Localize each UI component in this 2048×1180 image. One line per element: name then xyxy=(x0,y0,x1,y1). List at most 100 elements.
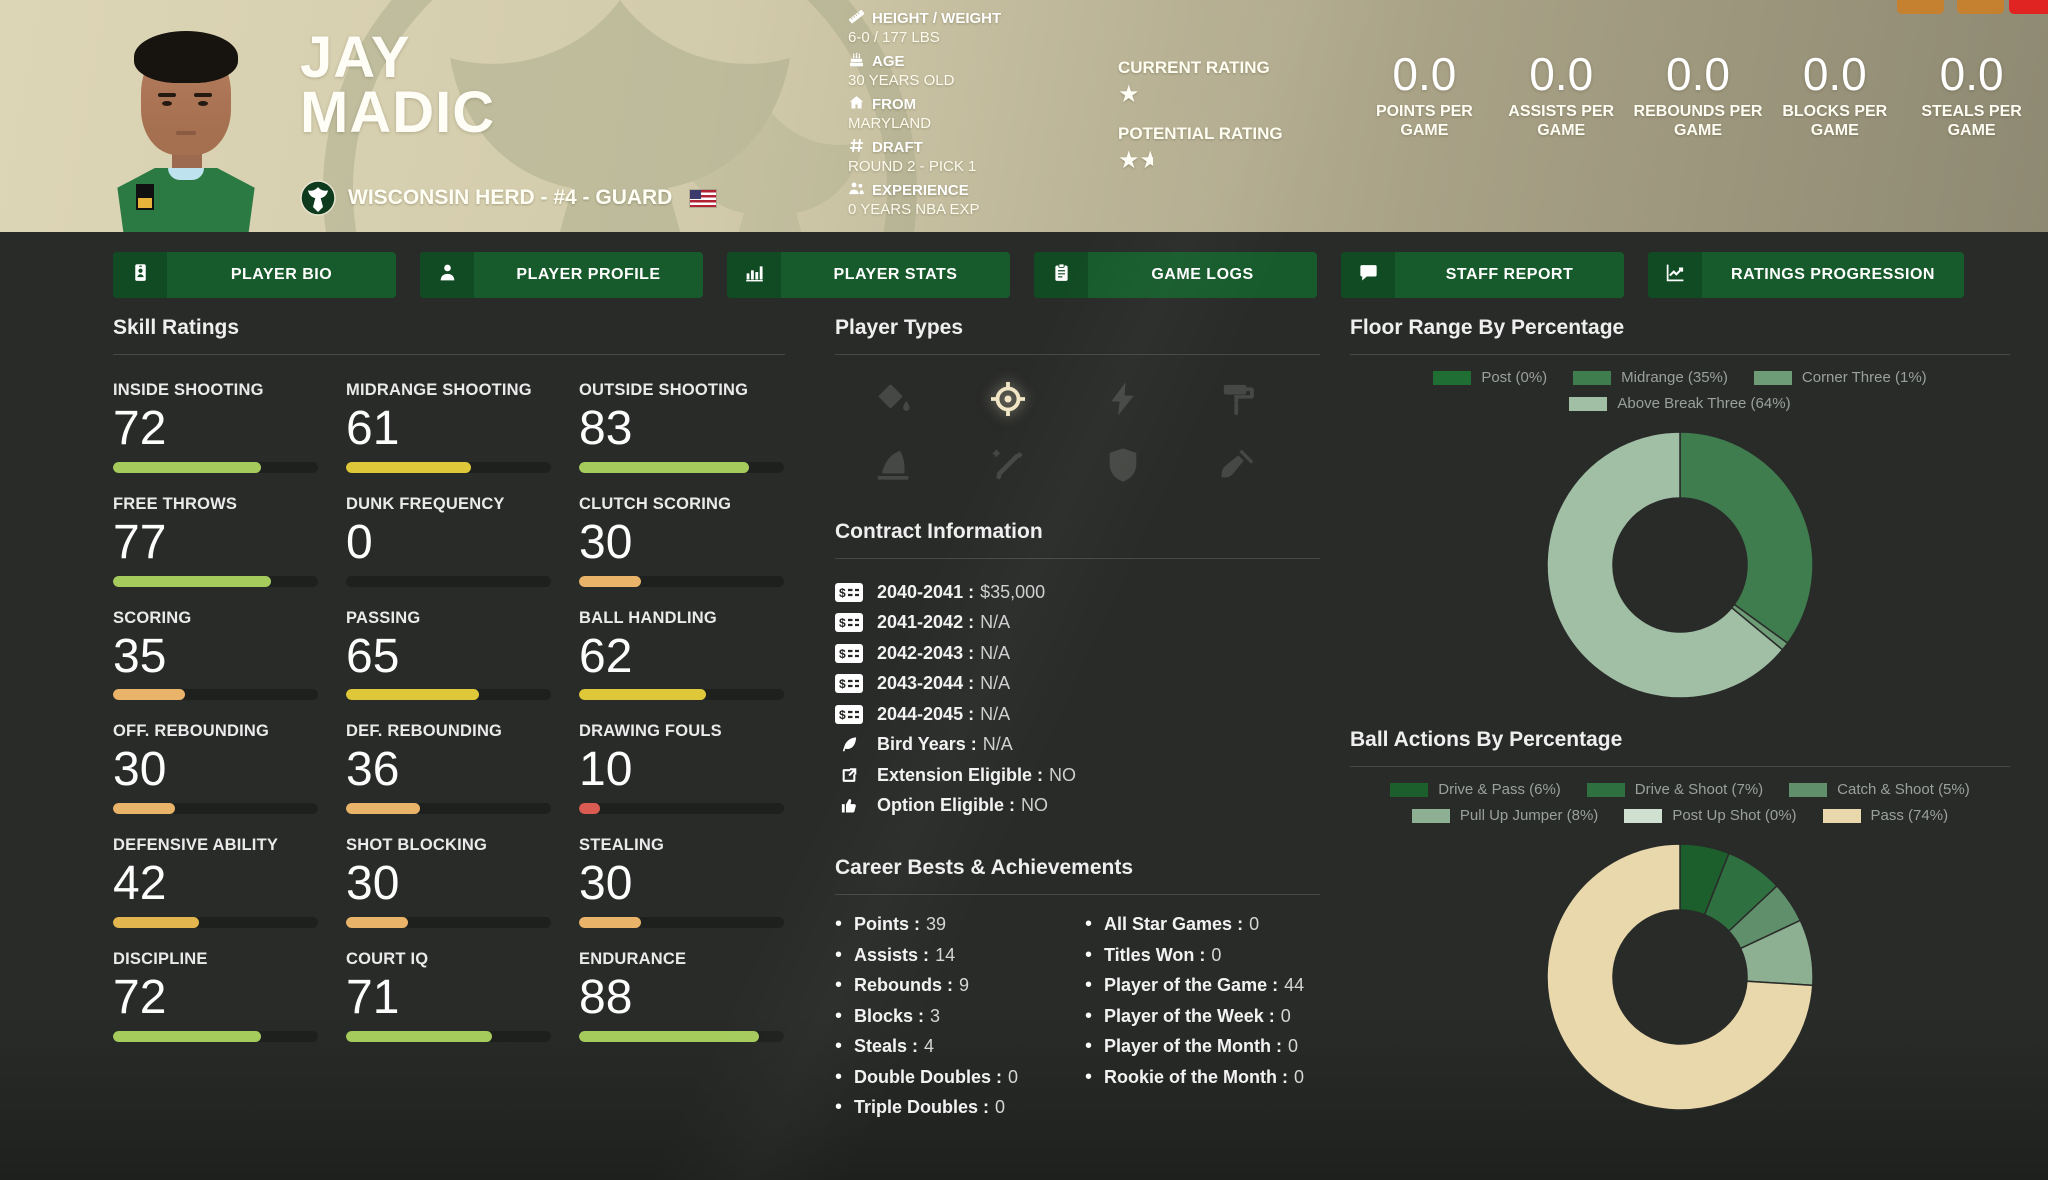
info-label-text: EXPERIENCE xyxy=(872,182,969,199)
donut-segment-above-break-three xyxy=(1546,431,1784,699)
career-item-label: Player of the Game : xyxy=(1104,975,1279,995)
skill-value: 77 xyxy=(113,515,167,569)
skill-label: DISCIPLINE xyxy=(113,949,208,968)
window-button-close[interactable] xyxy=(2009,0,2048,14)
ruler-icon xyxy=(848,8,865,29)
player-info-label: EXPERIENCE xyxy=(848,180,1118,201)
comment-icon xyxy=(1358,262,1379,288)
fin-icon xyxy=(873,445,913,485)
player-types-title: Player Types xyxy=(835,316,964,339)
skill-card: DRAWING FOULS 10 xyxy=(579,722,784,814)
money-check-icon: $ xyxy=(835,674,863,694)
contract-row-value: NO xyxy=(1049,764,1077,785)
skill-label: ENDURANCE xyxy=(579,949,687,968)
per-game-stat: 0.0 REBOUNDS PER GAME xyxy=(1630,50,1767,141)
career-item-value: 0 xyxy=(1249,914,1260,934)
career-item-label: Triple Doubles : xyxy=(854,1097,990,1117)
legend-label: Post (0%) xyxy=(1481,369,1548,386)
career-item-value: 3 xyxy=(930,1005,941,1026)
legend-item: Drive & Shoot (7%) xyxy=(1586,781,1764,798)
skill-bar-track xyxy=(113,803,318,814)
contract-rows: $2040-2041 : $35,000 $2041-2042 : N/A $2042-… xyxy=(835,577,1320,821)
current-rating-block: CURRENT RATING ★ xyxy=(1118,58,1348,109)
career-item-value: 4 xyxy=(924,1036,935,1056)
career-item-value: 0 xyxy=(1211,944,1222,965)
contract-row-label: 2043-2044 : xyxy=(877,673,975,694)
skill-value: 30 xyxy=(346,857,400,910)
skill-bar-fill xyxy=(579,916,641,928)
contract-row: $2041-2042 : N/A xyxy=(835,608,1320,639)
skill-bar-track xyxy=(346,916,551,928)
skill-bar-fill xyxy=(346,1030,492,1042)
info-label-text: HEIGHT / WEIGHT xyxy=(872,10,1002,27)
skill-bar-track xyxy=(113,1030,318,1042)
per-game-stat: 0.0 STEALS PER GAME xyxy=(1903,50,2040,141)
skill-bar-track xyxy=(113,689,318,701)
nav-tab-player-bio[interactable]: PLAYER BIO xyxy=(113,252,396,298)
skill-label: CLUTCH SCORING xyxy=(579,494,732,513)
player-info-value: 6-0 / 177 LBS xyxy=(848,29,940,46)
career-item-label: Blocks : xyxy=(854,1005,925,1026)
legend-label: Pull Up Jumper (8%) xyxy=(1459,807,1599,824)
career-item: Player of the Month :0 xyxy=(1085,1035,1304,1066)
player-info-value: MARYLAND xyxy=(848,115,932,132)
skill-value: 30 xyxy=(579,515,633,569)
floor-range-title: Floor Range By Percentage xyxy=(1350,316,1625,339)
potential-rating-stars: ★★ xyxy=(1118,146,1348,175)
career-section: Career Bests & Achievements Points :39As… xyxy=(835,856,1320,1127)
skill-label: PASSING xyxy=(346,608,421,627)
stat-label: POINTS PER GAME xyxy=(1375,103,1473,140)
player-nav-tabs: PLAYER BIO PLAYER PROFILE PLAYER STATS GAME… xyxy=(113,252,1964,298)
current-rating-label: CURRENT RATING xyxy=(1118,58,1270,77)
skill-label: FREE THROWS xyxy=(113,494,238,513)
skill-bar-fill xyxy=(346,689,480,701)
contract-row-value: NO xyxy=(1021,795,1048,816)
skill-value: 42 xyxy=(113,857,167,910)
window-button-2[interactable] xyxy=(1957,0,2004,14)
nav-tab-label: RATINGS PROGRESSION xyxy=(1731,266,1935,283)
skill-label: STEALING xyxy=(579,836,665,854)
stat-label: BLOCKS PER GAME xyxy=(1782,103,1888,140)
legend-label: Drive & Pass (6%) xyxy=(1438,781,1561,798)
skill-label: SHOT BLOCKING xyxy=(346,836,488,854)
potential-rating-block: POTENTIAL RATING ★★ xyxy=(1118,124,1348,175)
floor-range-legend: Post (0%) Midrange (35%) Corner Three (1%)… xyxy=(1350,369,2010,425)
home-icon xyxy=(848,94,865,115)
career-item: Rookie of the Month : 0 xyxy=(1085,1066,1304,1097)
legend-item: Post (0%) xyxy=(1433,369,1547,386)
skill-card: ENDURANCE 88 xyxy=(579,950,784,1042)
contract-row-label: Extension Eligible : xyxy=(877,764,1044,785)
skill-value: 61 xyxy=(346,402,400,455)
id-card-icon xyxy=(130,262,151,288)
nav-tab-staff-report[interactable]: STAFF REPORT xyxy=(1341,252,1624,298)
skill-label: OFF. REBOUNDING xyxy=(113,722,270,741)
broom-icon xyxy=(1218,445,1258,485)
contract-row-value: N/A xyxy=(980,703,1011,724)
contract-section: Contract Information $2040-2041 : $35,000… xyxy=(835,520,1320,821)
paint-roller-icon xyxy=(1218,379,1258,419)
career-item-value: 0 xyxy=(1008,1066,1019,1087)
career-columns: Points :39Assists :14Rebounds :9Blocks :… xyxy=(835,913,1320,1127)
skill-bar-fill xyxy=(113,461,261,473)
skill-value: 72 xyxy=(113,970,167,1024)
nav-tab-ratings-progression[interactable]: RATINGS PROGRESSION xyxy=(1648,252,1964,298)
nav-tab-player-profile[interactable]: PLAYER PROFILE xyxy=(420,252,703,298)
thumbs-up-icon xyxy=(835,796,863,815)
skill-bar-track xyxy=(113,916,318,928)
money-check-icon: $ xyxy=(835,704,863,724)
legend-item: Midrange (35%) xyxy=(1573,369,1728,386)
legend-item: Catch & Shoot (5%) xyxy=(1789,781,1970,798)
contract-row: $2042-2043 : N/A xyxy=(835,638,1320,669)
legend-label: Drive & Shoot (7%) xyxy=(1634,781,1764,798)
contract-row-value: $35,000 xyxy=(980,581,1046,602)
lightning-bolt-icon xyxy=(1103,379,1143,419)
nav-tab-player-stats[interactable]: PLAYER STATS xyxy=(727,252,1010,298)
skill-bar-track xyxy=(579,1030,784,1042)
nav-tab-game-logs[interactable]: GAME LOGS xyxy=(1034,252,1317,298)
skill-card: PASSING 65 xyxy=(346,609,551,701)
donut-segment-pass xyxy=(1546,843,1814,1111)
window-button-1[interactable] xyxy=(1897,0,1944,14)
skill-bar-fill xyxy=(346,461,472,473)
skill-card: OFF. REBOUNDING 30 xyxy=(113,722,318,814)
legend-swatch xyxy=(1789,782,1828,797)
